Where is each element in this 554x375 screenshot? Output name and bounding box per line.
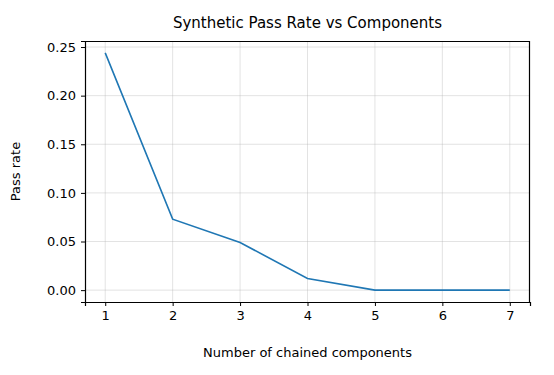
- y-axis: 0.00 0.05 0.10 0.15 0.20 0.25: [47, 40, 85, 303]
- title: Synthetic Pass Rate vs Components: [173, 14, 442, 32]
- line: [105, 53, 510, 290]
- tick: 0.10: [47, 186, 85, 201]
- x-axis-title: Number of chained components: [203, 345, 412, 360]
- tick-mark: [510, 302, 511, 306]
- tick-label: 0.10: [47, 186, 76, 201]
- frame: [85, 41, 530, 42]
- grid-line: [85, 47, 530, 48]
- grid-line: [172, 41, 173, 302]
- grid: [85, 41, 530, 302]
- tick-label: 1: [102, 308, 110, 323]
- grid-line: [85, 144, 530, 145]
- plot: 1 2 3 4 5 6 7 0.00 0.05 0.10 0.15 0.20 0.25: [47, 40, 530, 324]
- tick: 0.05: [47, 234, 85, 249]
- grid-line: [240, 41, 241, 302]
- tick-mark: [240, 302, 241, 306]
- chart: 1 2 3 4 5 6 7 0.00 0.05 0.10 0.15 0.20 0.25 Synthetic…: [0, 0, 554, 375]
- tick-mark: [81, 290, 85, 291]
- grid-line: [85, 95, 530, 96]
- tick: 6: [439, 302, 447, 323]
- tick: 0.20: [47, 88, 85, 103]
- tick-label: 0.20: [47, 88, 76, 103]
- tick-mark: [81, 144, 85, 145]
- series: [105, 53, 510, 290]
- tick: 0.25: [47, 40, 85, 55]
- tick-label: 0.25: [47, 40, 76, 55]
- axis-line: [81, 42, 86, 303]
- tick-mark: [81, 242, 85, 243]
- tick-label: 0.00: [47, 283, 76, 298]
- tick-label: 7: [506, 308, 514, 323]
- tick: 4: [304, 302, 312, 323]
- tick: 0.00: [47, 283, 85, 298]
- tick-mark: [81, 96, 85, 97]
- tick-mark: [81, 47, 85, 48]
- tick: 5: [371, 302, 379, 323]
- tick-label: 5: [371, 308, 379, 323]
- tick-label: 6: [439, 308, 447, 323]
- tick: 3: [236, 302, 244, 323]
- tick-mark: [442, 302, 443, 306]
- grid-line: [374, 41, 375, 302]
- tick: 1: [102, 302, 110, 323]
- tick-label: 3: [236, 308, 244, 323]
- tick: 7: [506, 302, 514, 323]
- grid-line: [85, 241, 530, 242]
- tick-label: 0.15: [47, 137, 76, 152]
- grid-line: [307, 41, 308, 302]
- tick-mark: [375, 302, 376, 306]
- tick-mark: [105, 302, 106, 306]
- x-axis: 1 2 3 4 5 6 7: [86, 302, 531, 323]
- grid-line: [105, 41, 106, 302]
- tick-label: 4: [304, 308, 312, 323]
- grid-line: [509, 41, 510, 302]
- tick-mark: [173, 302, 174, 306]
- tick-label: 2: [169, 308, 177, 323]
- frame: [529, 41, 530, 302]
- tick-mark: [81, 193, 85, 194]
- tick: 2: [169, 302, 177, 323]
- grid-line: [442, 41, 443, 302]
- axis-line: [86, 303, 531, 307]
- grid-line: [85, 192, 530, 193]
- tick-mark: [308, 302, 309, 306]
- tick-label: 0.05: [47, 234, 76, 249]
- tick: 0.15: [47, 137, 85, 152]
- y-axis-title: Pass rate: [8, 142, 23, 201]
